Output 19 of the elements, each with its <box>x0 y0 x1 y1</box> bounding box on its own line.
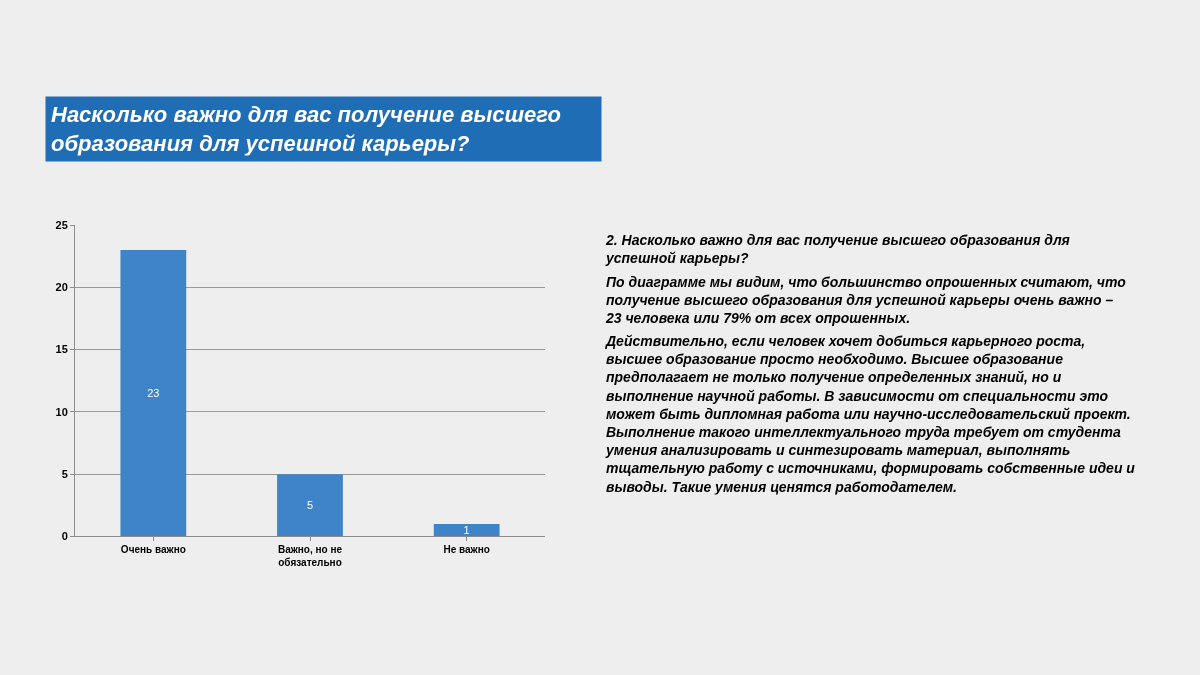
bar <box>433 523 500 537</box>
chart-title: Насколько важно для вас получение высшего образования для успешной карьеры? <box>51 102 561 156</box>
y-tick-label: 0 <box>61 530 68 543</box>
y-tick-label: 5 <box>61 467 68 480</box>
data-label: 1 <box>463 524 470 537</box>
x-tick-label: Очень важно <box>120 544 186 556</box>
bar <box>277 474 343 537</box>
x-tick-label: Важно, но не обязательно <box>277 544 343 569</box>
data-label: 23 <box>147 387 160 400</box>
bar <box>120 249 187 537</box>
y-tick-label: 15 <box>55 343 68 356</box>
x-tick-label: Не важно <box>443 544 490 556</box>
y-tick-label: 20 <box>55 281 68 294</box>
text: Действительно, если человек хочет добиться карьерного роста, высшее образование просто необходимо. Высшее образование предполагает не только получение определенных знаний, но и выполнение научной работы. В зависимости от специальности это может быть дипломная работа или научно-исследовательский проект. Выполнение такого интеллектуального труда требует от студента умения анализировать и синтезировать материал, выполнять тщательную работу с источниками, формировать собственные идеи и выводы. Такие умения ценятся работодателем. <box>606 333 1135 495</box>
y-tick-label: 10 <box>55 405 68 418</box>
text: 2. Насколько важно для вас получение высшего образования для успешной карьеры? <box>605 232 1070 267</box>
data-label: 5 <box>306 499 314 512</box>
text: По диаграмме мы видим, что большинство опрошенных считают, что получение высшего образования для успешной карьеры очень важно – 23 человека или 79% от всех опрошенных. <box>605 274 1127 327</box>
y-tick-label: 25 <box>55 218 68 231</box>
